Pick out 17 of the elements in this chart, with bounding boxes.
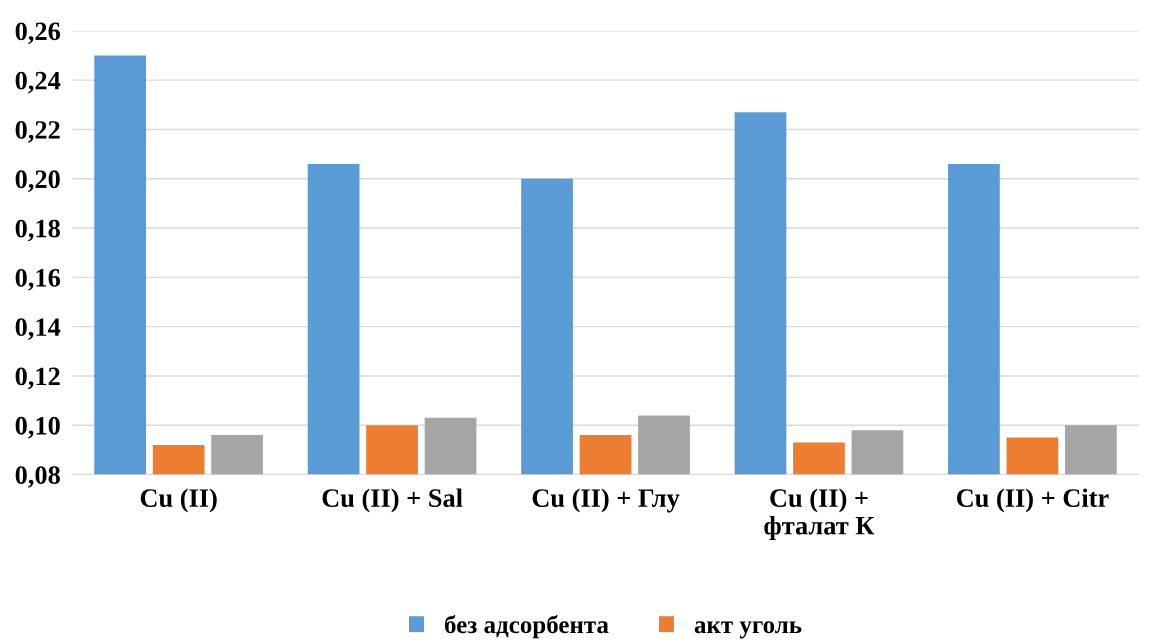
x-tick-label: Cu (II) — [140, 488, 217, 513]
y-tick-label: 0,12 — [15, 367, 60, 390]
x-tick-label: Cu (II) + фталат К — [764, 488, 875, 540]
legend-label: без адсорбента — [444, 615, 609, 639]
y-tick-label: 0,10 — [15, 416, 60, 439]
legend-label: акт уголь — [694, 621, 802, 639]
y-tick-label: 0,18 — [15, 219, 60, 242]
y-tick-label: 0,20 — [15, 170, 60, 192]
y-tick-label: 0,16 — [15, 268, 61, 291]
y-tick-label: 0,26 — [15, 22, 61, 45]
x-tick-label: Cu (II) + Глу — [532, 488, 680, 513]
y-tick-label: 0,08 — [15, 466, 60, 488]
y-tick-label: 0,24 — [15, 71, 61, 94]
y-tick-label: 0,22 — [15, 121, 60, 143]
x-tick-label: Cu (II) + Citr — [956, 488, 1109, 513]
y-tick-label: 0,14 — [15, 318, 61, 340]
x-tick-label: Cu (II) + Sal — [322, 488, 463, 513]
